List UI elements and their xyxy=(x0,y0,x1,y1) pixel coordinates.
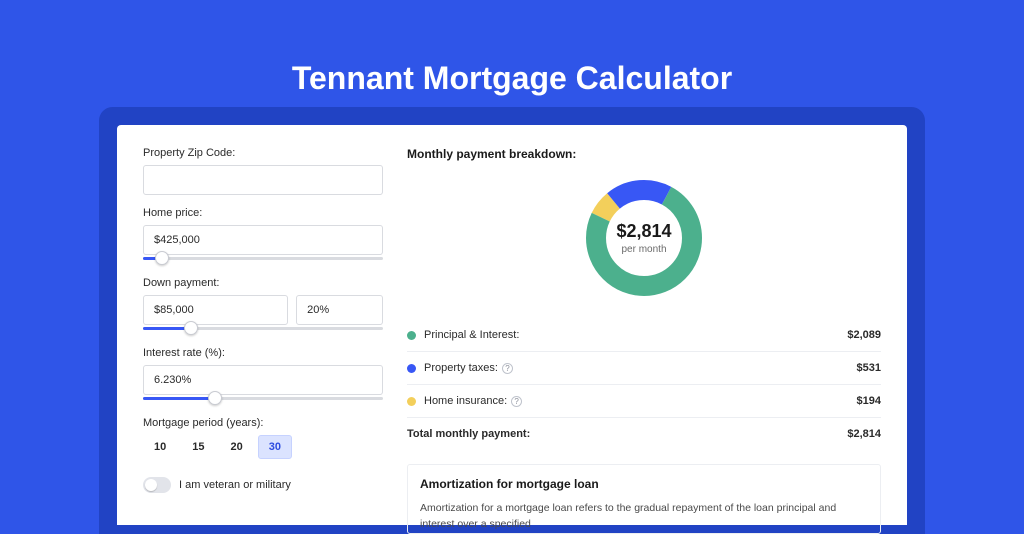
breakdown-total-value: $2,814 xyxy=(847,428,881,440)
interest-rate-label: Interest rate (%): xyxy=(143,347,383,359)
mortgage-period-label: Mortgage period (years): xyxy=(143,417,383,429)
donut-center-value: $2,814 xyxy=(616,221,671,242)
legend-row-0: Principal & Interest:$2,089 xyxy=(407,319,881,352)
legend-dot-icon xyxy=(407,397,416,406)
info-icon[interactable]: ? xyxy=(511,396,522,407)
down-payment-label: Down payment: xyxy=(143,277,383,289)
donut-center-sub: per month xyxy=(621,244,666,255)
home-price-label: Home price: xyxy=(143,207,383,219)
home-price-slider-thumb[interactable] xyxy=(155,251,169,265)
breakdown-legend: Principal & Interest:$2,089Property taxe… xyxy=(407,319,881,417)
legend-value: $2,089 xyxy=(847,329,881,341)
zip-label: Property Zip Code: xyxy=(143,147,383,159)
mortgage-period-option-30[interactable]: 30 xyxy=(258,435,292,459)
down-payment-slider-thumb[interactable] xyxy=(184,321,198,335)
inputs-panel: Property Zip Code: Home price: Down paym… xyxy=(143,147,383,525)
home-price-field: Home price: xyxy=(143,207,383,265)
legend-label: Property taxes:? xyxy=(424,362,857,374)
interest-rate-slider-thumb[interactable] xyxy=(208,391,222,405)
breakdown-total-row: Total monthly payment: $2,814 xyxy=(407,417,881,450)
legend-label: Home insurance:? xyxy=(424,395,857,407)
info-icon[interactable]: ? xyxy=(502,363,513,374)
legend-value: $194 xyxy=(857,395,881,407)
mortgage-period-field: Mortgage period (years): 10152030 xyxy=(143,417,383,459)
mortgage-period-option-10[interactable]: 10 xyxy=(143,435,177,459)
mortgage-period-option-15[interactable]: 15 xyxy=(181,435,215,459)
legend-row-2: Home insurance:?$194 xyxy=(407,385,881,417)
interest-rate-field: Interest rate (%): xyxy=(143,347,383,405)
legend-dot-icon xyxy=(407,331,416,340)
legend-dot-icon xyxy=(407,364,416,373)
donut-chart: $2,814 per month xyxy=(407,173,881,303)
breakdown-total-label: Total monthly payment: xyxy=(407,428,847,440)
amortization-box: Amortization for mortgage loan Amortizat… xyxy=(407,464,881,534)
page-title: Tennant Mortgage Calculator xyxy=(0,60,1024,97)
calculator-card: Property Zip Code: Home price: Down paym… xyxy=(117,125,907,525)
down-payment-slider[interactable] xyxy=(143,321,383,335)
down-payment-field: Down payment: xyxy=(143,277,383,335)
breakdown-title: Monthly payment breakdown: xyxy=(407,147,881,161)
breakdown-panel: Monthly payment breakdown: $2,814 per mo… xyxy=(407,147,881,525)
zip-input[interactable] xyxy=(143,165,383,195)
amortization-title: Amortization for mortgage loan xyxy=(420,477,868,491)
mortgage-period-options: 10152030 xyxy=(143,435,383,459)
veteran-toggle[interactable] xyxy=(143,477,171,493)
home-price-slider[interactable] xyxy=(143,251,383,265)
mortgage-period-option-20[interactable]: 20 xyxy=(220,435,254,459)
veteran-label: I am veteran or military xyxy=(179,479,291,491)
legend-value: $531 xyxy=(857,362,881,374)
veteran-row: I am veteran or military xyxy=(143,477,383,493)
legend-row-1: Property taxes:?$531 xyxy=(407,352,881,385)
legend-label: Principal & Interest: xyxy=(424,329,847,341)
interest-rate-slider[interactable] xyxy=(143,391,383,405)
amortization-body: Amortization for a mortgage loan refers … xyxy=(420,501,868,533)
zip-field: Property Zip Code: xyxy=(143,147,383,195)
